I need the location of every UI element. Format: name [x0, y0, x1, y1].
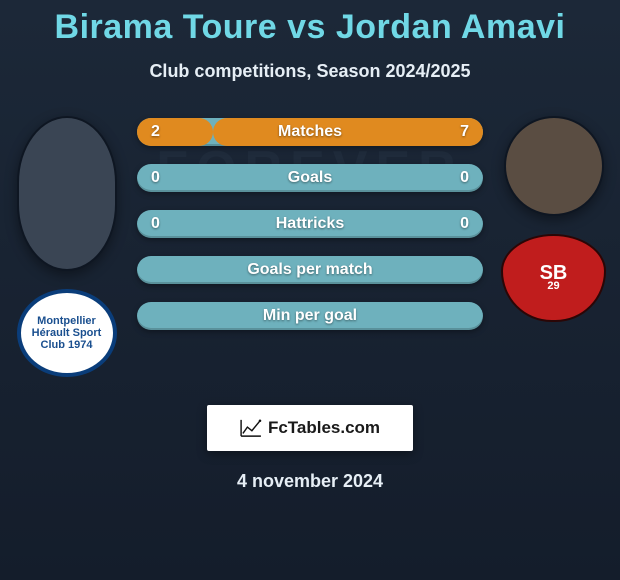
stat-label: Min per goal [263, 307, 357, 325]
club-badge-left-text: Montpellier Hérault Sport Club 1974 [21, 315, 113, 351]
stat-bar-fill-right [213, 118, 483, 146]
club-badge-right: SB 29 [501, 234, 606, 322]
player-right-avatar [504, 116, 604, 216]
club-badge-left: Montpellier Hérault Sport Club 1974 [17, 289, 117, 377]
content-root: Birama Toure vs Jordan Amavi Club compet… [0, 0, 620, 492]
page-subtitle: Club competitions, Season 2024/2025 [0, 61, 620, 82]
player-left-avatar [17, 116, 117, 271]
stat-value-right: 0 [460, 215, 469, 233]
stat-value-left: 0 [151, 215, 160, 233]
stats-area: Montpellier Hérault Sport Club 1974 2 7 Ma… [0, 116, 620, 377]
player-left-column: Montpellier Hérault Sport Club 1974 [14, 116, 119, 377]
brand-badge: FcTables.com [207, 405, 413, 451]
stat-bar: 0 0 Goals [137, 164, 483, 192]
stat-bar-fill-left [137, 118, 213, 146]
stat-label: Goals [288, 169, 332, 187]
club-badge-right-text-bottom: 29 [547, 282, 559, 292]
stat-label: Hattricks [276, 215, 344, 233]
brand-text: FcTables.com [268, 418, 380, 438]
footer: FcTables.com 4 november 2024 [0, 405, 620, 492]
stat-value-right: 7 [460, 123, 469, 141]
stat-bars: 2 7 Matches 0 0 Goals 0 0 Hattricks Goals per mat… [137, 116, 483, 330]
stat-value-left: 0 [151, 169, 160, 187]
stat-value-right: 0 [460, 169, 469, 187]
player-right-column: SB 29 [501, 116, 606, 322]
stat-label: Matches [278, 123, 342, 141]
stat-bar: 2 7 Matches [137, 118, 483, 146]
page-title: Birama Toure vs Jordan Amavi [0, 0, 620, 47]
stat-bar: Goals per match [137, 256, 483, 284]
stat-value-left: 2 [151, 123, 160, 141]
stat-bar: 0 0 Hattricks [137, 210, 483, 238]
stat-bar: Min per goal [137, 302, 483, 330]
brand-chart-icon [240, 419, 262, 437]
stat-label: Goals per match [247, 261, 372, 279]
date-text: 4 november 2024 [237, 471, 383, 492]
